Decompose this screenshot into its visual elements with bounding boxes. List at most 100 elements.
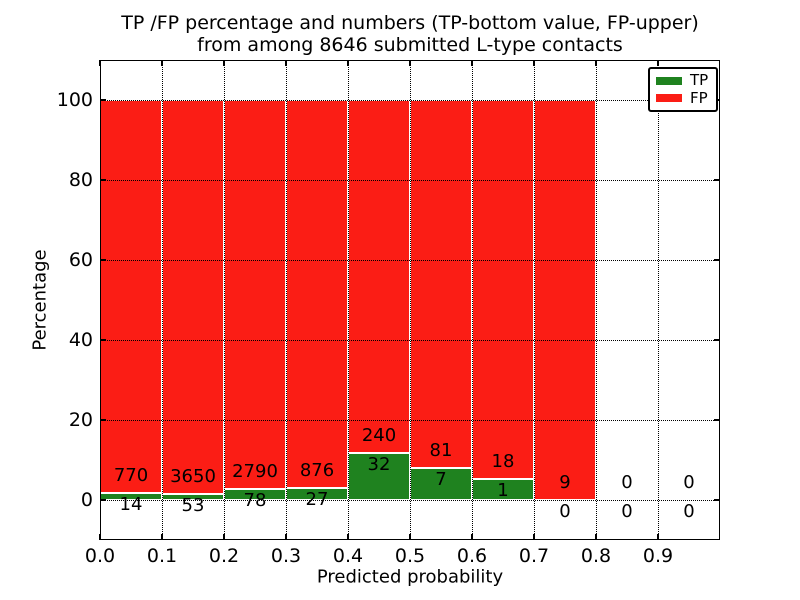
x-tick-mark	[223, 534, 225, 540]
gridline-horizontal	[100, 500, 720, 501]
x-tick-mark	[347, 534, 349, 540]
legend-label-tp: TP	[690, 71, 709, 90]
x-tick-label: 0.8	[580, 545, 612, 567]
gridline-vertical	[348, 60, 349, 540]
legend: TP FP	[648, 67, 718, 112]
gridline-vertical	[658, 60, 659, 540]
x-tick-label: 0.2	[208, 545, 240, 567]
fp-count-label: 18	[491, 450, 515, 472]
legend-swatch-tp	[656, 76, 682, 85]
x-tick-mark	[285, 534, 287, 540]
fp-count-label: 0	[683, 472, 695, 493]
x-tick-mark	[657, 60, 659, 66]
y-tick-mark	[714, 179, 720, 181]
x-tick-label: 0.4	[332, 545, 364, 567]
bar-fp-segment	[100, 100, 162, 493]
legend-row-tp: TP	[656, 73, 710, 88]
tp-count-label: 0	[621, 501, 633, 522]
tp-count-label: 14	[119, 493, 143, 515]
fp-count-label: 0	[621, 472, 633, 493]
y-tick-mark	[100, 499, 106, 501]
x-tick-mark	[99, 534, 101, 540]
x-tick-mark	[657, 534, 659, 540]
chart-title-line2: from among 8646 submitted L-type contact…	[197, 34, 623, 56]
fp-count-label: 770	[113, 464, 149, 486]
y-tick-label: 100	[56, 89, 93, 111]
gridline-horizontal	[100, 180, 720, 181]
fp-count-label: 9	[559, 472, 571, 493]
bar-tp-segment	[410, 468, 472, 500]
x-tick-mark	[533, 60, 535, 66]
tp-count-label: 53	[181, 495, 205, 517]
x-tick-mark	[471, 60, 473, 66]
chart-title-line1: TP /FP percentage and numbers (TP-bottom…	[121, 12, 699, 34]
bar-fp-segment	[286, 100, 348, 489]
bar-fp-segment	[410, 100, 472, 469]
x-tick-mark	[161, 60, 163, 66]
gridline-vertical	[472, 60, 473, 540]
y-tick-label: 0	[80, 489, 93, 511]
y-tick-mark	[100, 419, 106, 421]
x-tick-mark	[161, 534, 163, 540]
y-tick-label: 40	[68, 329, 93, 351]
y-tick-label: 80	[68, 169, 93, 191]
plot-area	[99, 60, 720, 540]
tp-count-label: 1	[497, 479, 509, 501]
legend-swatch-fp	[656, 94, 682, 103]
fp-count-label: 876	[299, 460, 335, 482]
legend-label-fp: FP	[690, 88, 708, 107]
y-tick-mark	[100, 339, 106, 341]
gridline-vertical	[596, 60, 597, 540]
x-tick-mark	[99, 60, 101, 66]
gridline-horizontal	[100, 100, 720, 101]
y-tick-label: 60	[68, 249, 93, 271]
x-tick-mark	[409, 60, 411, 66]
legend-row-fp: FP	[656, 88, 710, 107]
bar-fp-segment	[534, 100, 596, 500]
gridline-vertical	[162, 60, 163, 540]
bar-fp-segment	[162, 100, 224, 495]
x-tick-mark	[223, 60, 225, 66]
bar-fp-segment	[224, 100, 286, 490]
fp-count-label: 3650	[170, 466, 216, 488]
tp-count-label: 0	[683, 501, 695, 522]
fp-count-label: 81	[429, 440, 453, 462]
gridline-vertical	[534, 60, 535, 540]
y-tick-label: 20	[68, 409, 93, 431]
x-tick-mark	[595, 534, 597, 540]
x-tick-label: 0.7	[518, 545, 550, 567]
x-tick-mark	[285, 60, 287, 66]
x-tick-label: 0.6	[456, 545, 488, 567]
fp-count-label: 240	[361, 424, 397, 446]
gridline-horizontal	[100, 260, 720, 261]
x-tick-mark	[409, 534, 411, 540]
x-tick-label: 0.3	[270, 545, 302, 567]
y-tick-mark	[714, 259, 720, 261]
x-tick-mark	[471, 534, 473, 540]
gridline-vertical	[410, 60, 411, 540]
x-tick-mark	[595, 60, 597, 66]
gridline-horizontal	[100, 340, 720, 341]
tp-count-label: 32	[367, 453, 391, 475]
tp-count-label: 0	[559, 501, 571, 522]
gridline-horizontal	[100, 420, 720, 421]
y-tick-mark	[714, 339, 720, 341]
x-tick-mark	[533, 534, 535, 540]
bar-fp-segment	[472, 100, 534, 479]
x-tick-label: 0.0	[84, 545, 116, 567]
gridline-vertical	[286, 60, 287, 540]
y-tick-mark	[100, 99, 106, 101]
x-tick-mark	[347, 60, 349, 66]
y-tick-mark	[100, 179, 106, 181]
y-tick-mark	[100, 259, 106, 261]
x-tick-label: 0.5	[394, 545, 426, 567]
x-tick-label: 0.9	[642, 545, 674, 567]
y-tick-mark	[714, 499, 720, 501]
tp-count-label: 27	[305, 489, 329, 511]
tp-count-label: 78	[243, 490, 267, 512]
y-tick-mark	[714, 419, 720, 421]
tp-count-label: 7	[435, 469, 447, 491]
x-tick-label: 0.1	[146, 545, 178, 567]
fp-count-label: 2790	[232, 461, 278, 483]
